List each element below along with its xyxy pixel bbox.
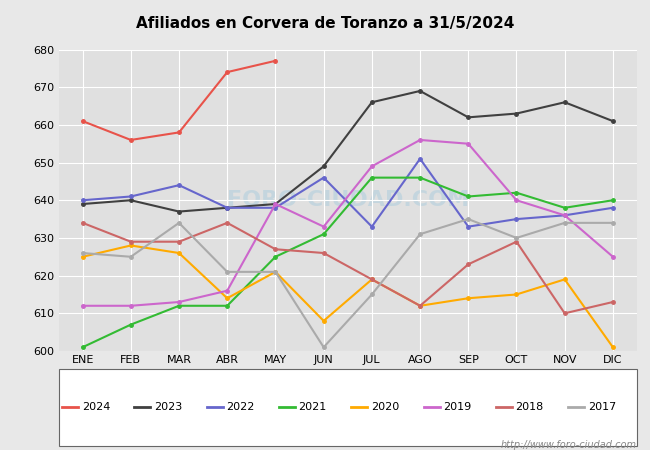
Text: 2021: 2021: [298, 402, 327, 412]
Text: 2024: 2024: [82, 402, 110, 412]
Text: Afiliados en Corvera de Toranzo a 31/5/2024: Afiliados en Corvera de Toranzo a 31/5/2…: [136, 16, 514, 31]
Text: 2020: 2020: [371, 402, 399, 412]
Text: FORO-CIUDAD.COM: FORO-CIUDAD.COM: [227, 190, 469, 210]
Text: 2022: 2022: [226, 402, 255, 412]
Text: 2018: 2018: [515, 402, 544, 412]
Text: 2017: 2017: [588, 402, 616, 412]
Text: http://www.foro-ciudad.com: http://www.foro-ciudad.com: [501, 440, 637, 450]
Text: 2023: 2023: [154, 402, 182, 412]
FancyBboxPatch shape: [58, 369, 637, 446]
Text: 2019: 2019: [443, 402, 471, 412]
